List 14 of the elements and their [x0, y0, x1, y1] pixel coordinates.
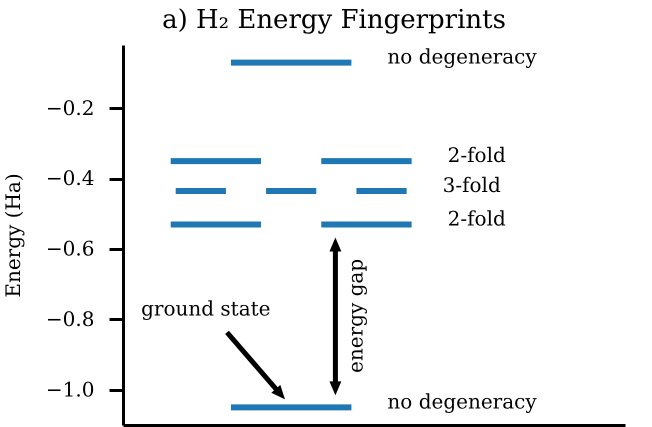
- series-label: 2-fold: [448, 143, 506, 168]
- chart-title: a) H₂ Energy Fingerprints: [162, 5, 506, 35]
- y-tick-label: −0.6: [46, 236, 94, 261]
- annotation: energy gap: [343, 258, 368, 373]
- annotation: ground state: [141, 296, 271, 320]
- y-tick-label: −0.2: [46, 96, 94, 120]
- y-axis-title: Energy (Ha): [0, 173, 25, 298]
- y-tick-label: −0.4: [46, 166, 94, 190]
- series-label: no degeneracy: [387, 44, 538, 69]
- series-label: 3-fold: [442, 173, 501, 198]
- series-label: 2-fold: [448, 206, 506, 230]
- y-tick-label: −0.8: [46, 306, 94, 331]
- series-label: no degeneracy: [387, 389, 538, 414]
- y-tick-label: −1.0: [46, 377, 94, 402]
